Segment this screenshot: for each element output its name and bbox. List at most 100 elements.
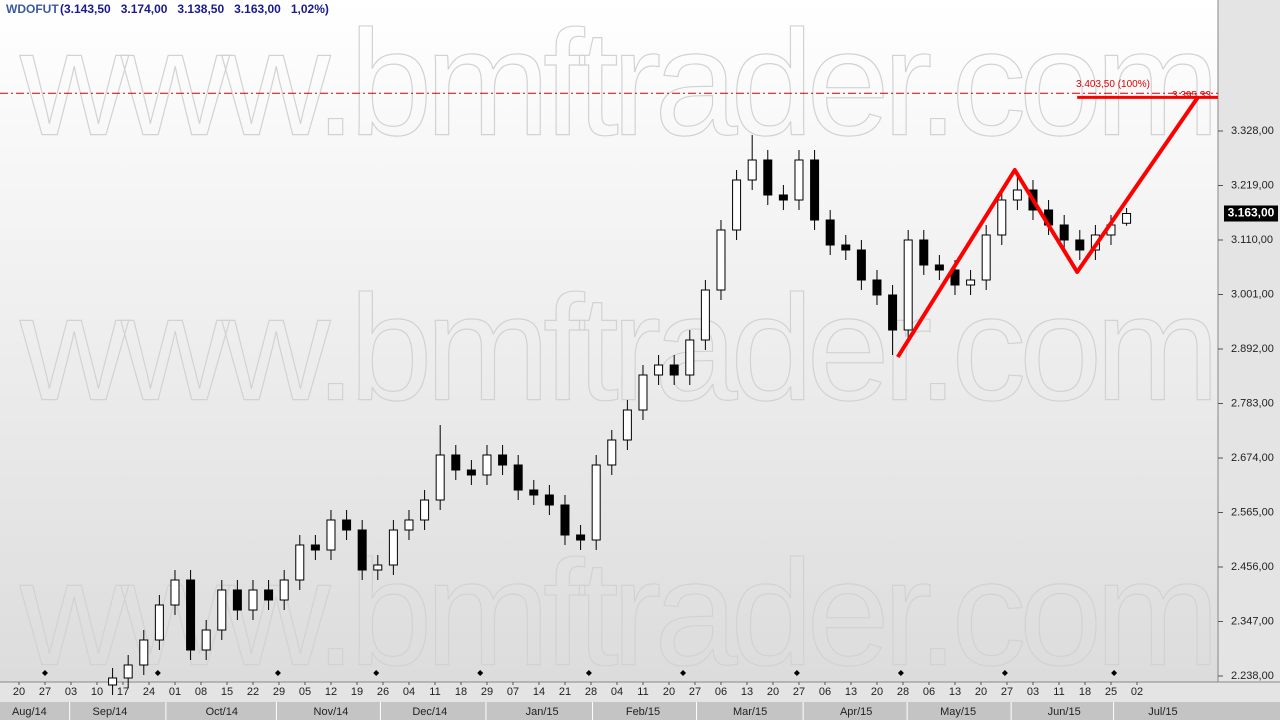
x-tick-label: 27: [39, 686, 51, 698]
candle-body: [607, 439, 617, 466]
candle-body: [778, 194, 788, 201]
x-tick-label: 11: [637, 686, 648, 698]
candle-body: [872, 279, 882, 296]
candle-body: [966, 279, 976, 286]
candle-body: [794, 159, 804, 201]
candle-body: [1012, 189, 1022, 201]
event-marker: [793, 670, 800, 676]
x-tick-label: 27: [689, 686, 701, 698]
event-marker: [1001, 670, 1008, 676]
y-tick-label: 2.347,00: [1231, 615, 1274, 627]
watermark: www.bmftrader.com: [19, 529, 1220, 697]
candle-body: [810, 159, 820, 221]
candle-body: [310, 544, 320, 551]
event-marker: [897, 670, 904, 676]
candle-body: [919, 239, 929, 266]
x-tick-label: 26: [377, 686, 389, 698]
event-marker: [585, 670, 592, 676]
projection-line: [896, 96, 1200, 359]
x-tick-label: 01: [169, 686, 181, 698]
plot-background: [0, 0, 1218, 682]
candle-body: [513, 464, 523, 491]
watermark: www.bmftrader.com: [19, 0, 1220, 167]
x-tick-label: 13: [949, 686, 961, 698]
x-tick-label: 11: [1053, 686, 1064, 698]
candle-body: [747, 159, 757, 181]
event-marker: [680, 670, 687, 676]
candle-body: [1075, 239, 1085, 251]
candle-body: [1059, 224, 1069, 241]
x-tick-label: 17: [117, 686, 129, 698]
y-tick-label: 2.892,00: [1231, 343, 1274, 355]
x-tick-label: 08: [195, 686, 207, 698]
event-marker: [477, 670, 484, 676]
candle-body: [201, 629, 211, 651]
target-label: 3.403,50 (100%): [1076, 79, 1150, 90]
month-axis-panel: [0, 702, 1280, 720]
x-tick-label: 03: [1027, 686, 1039, 698]
x-tick-label: 28: [897, 686, 909, 698]
candle-body: [654, 364, 664, 376]
candle-body: [903, 239, 913, 331]
x-tick-label: 06: [819, 686, 831, 698]
candle-body: [997, 199, 1007, 236]
x-tick-label: 02: [1131, 686, 1143, 698]
y-tick-label: 3.110,00: [1231, 234, 1273, 246]
watermarks: www.bmftrader.com www.bmftrader.com www.…: [18, 0, 1220, 697]
candle-body: [279, 579, 289, 601]
candle-body: [420, 499, 430, 521]
candle-body: [373, 564, 383, 571]
event-marker: [154, 670, 161, 676]
x-tick-label: 20: [13, 686, 25, 698]
x-tick-label: 20: [767, 686, 779, 698]
y-tick-label: 3.328,00: [1231, 125, 1274, 137]
event-marker: [1111, 670, 1118, 676]
last-price-label: 3.163,00: [1228, 206, 1275, 220]
symbol: WDOFUT: [6, 2, 59, 16]
x-tick-label: 05: [299, 686, 311, 698]
x-tick-label: 06: [923, 686, 935, 698]
candle-body: [638, 374, 648, 411]
x-tick-label: 04: [611, 686, 623, 698]
candle-body: [217, 589, 227, 631]
y-tick-label: 2.783,00: [1231, 397, 1274, 409]
event-marker: [41, 670, 48, 676]
candle-body: [435, 454, 445, 501]
y-tick-label: 2.456,00: [1231, 561, 1274, 573]
x-tick-label: 13: [845, 686, 857, 698]
candle-body: [544, 494, 554, 506]
day-axis-panel: [0, 682, 1280, 702]
candle-body: [108, 677, 118, 686]
candle-body: [825, 219, 835, 246]
candle-body: [404, 519, 414, 531]
candle-body: [981, 234, 991, 281]
x-tick-label: 27: [1001, 686, 1013, 698]
candle-body: [482, 454, 492, 476]
month-label: Aug/14: [12, 706, 47, 718]
x-tick-label: 13: [741, 686, 753, 698]
candle-body: [841, 244, 851, 251]
month-label: Nov/14: [314, 706, 349, 718]
x-tick-label: 24: [143, 686, 155, 698]
x-tick-label: 21: [559, 686, 571, 698]
candle-body: [186, 579, 196, 651]
last-price-box: [1224, 205, 1278, 222]
candle-body: [685, 339, 695, 376]
candle-body: [466, 469, 476, 476]
x-tick-label: 18: [455, 686, 467, 698]
axis-panel: [1218, 0, 1280, 682]
x-tick-label: 15: [221, 686, 233, 698]
x-tick-label: 20: [663, 686, 675, 698]
x-tick-label: 06: [715, 686, 727, 698]
event-marker: [373, 670, 380, 676]
watermark: www.bmftrader.com: [19, 264, 1220, 432]
candle-body: [232, 589, 242, 611]
y-tick-label: 2.238,00: [1231, 670, 1274, 682]
x-tick-label: 04: [403, 686, 415, 698]
x-tick-label: 25: [1105, 686, 1117, 698]
month-label: Jul/15: [1148, 706, 1177, 718]
candle-body: [622, 409, 632, 441]
projection-label: 3.395,33: [1172, 90, 1211, 101]
candle-body: [560, 504, 570, 536]
